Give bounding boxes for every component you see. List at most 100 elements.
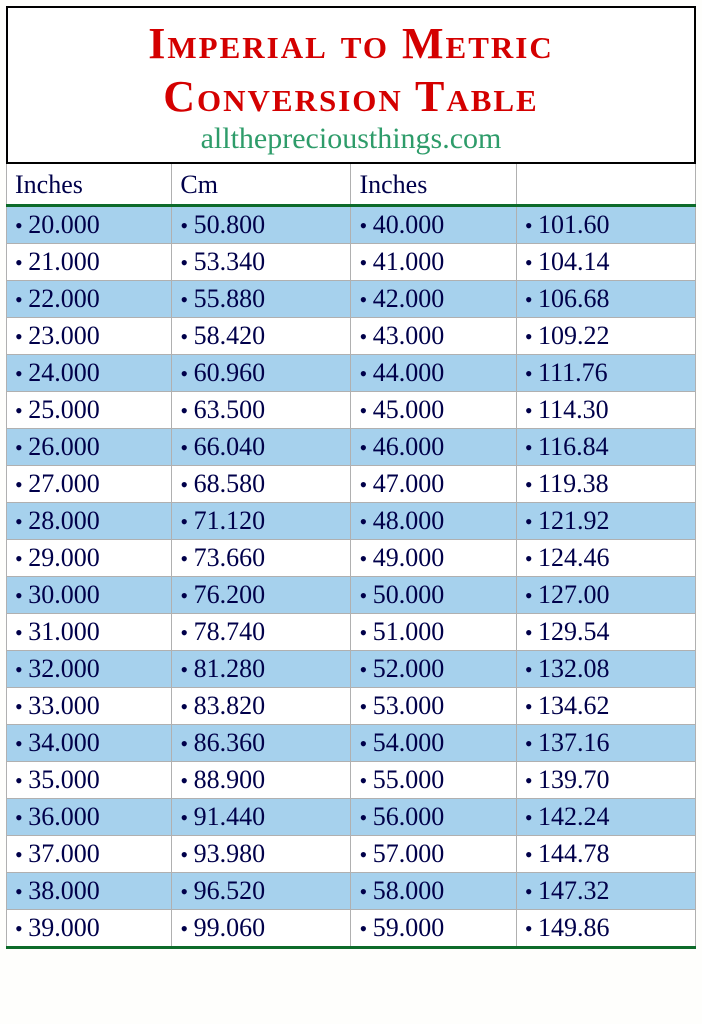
table-cell: 44.000 (351, 354, 516, 391)
table-cell: 20.000 (7, 205, 172, 243)
table-cell: 46.000 (351, 428, 516, 465)
table-cell: 32.000 (7, 650, 172, 687)
table-cell: 33.000 (7, 687, 172, 724)
table-cell: 31.000 (7, 613, 172, 650)
table-row: 31.00078.74051.000129.54 (7, 613, 696, 650)
table-cell: 57.000 (351, 835, 516, 872)
table-row: 33.00083.82053.000134.62 (7, 687, 696, 724)
page-title: Imperial to Metric Conversion Table (28, 18, 674, 124)
conversion-table: Inches Cm Inches 20.00050.80040.000101.6… (6, 164, 696, 949)
table-cell: 21.000 (7, 243, 172, 280)
table-row: 35.00088.90055.000139.70 (7, 761, 696, 798)
table-cell: 111.76 (516, 354, 695, 391)
table-cell: 86.360 (172, 724, 351, 761)
table-cell: 147.32 (516, 872, 695, 909)
table-cell: 22.000 (7, 280, 172, 317)
table-cell: 26.000 (7, 428, 172, 465)
table-cell: 23.000 (7, 317, 172, 354)
table-row: 26.00066.04046.000116.84 (7, 428, 696, 465)
table-cell: 59.000 (351, 909, 516, 947)
table-cell: 24.000 (7, 354, 172, 391)
table-cell: 51.000 (351, 613, 516, 650)
table-row: 21.00053.34041.000104.14 (7, 243, 696, 280)
site-subtitle: allthepreciousthings.com (28, 122, 674, 156)
table-cell: 25.000 (7, 391, 172, 428)
col-header-cm-1: Cm (172, 164, 351, 206)
table-cell: 106.68 (516, 280, 695, 317)
table-cell: 58.420 (172, 317, 351, 354)
header-box: Imperial to Metric Conversion Table allt… (6, 6, 696, 164)
table-cell: 63.500 (172, 391, 351, 428)
table-cell: 58.000 (351, 872, 516, 909)
table-cell: 47.000 (351, 465, 516, 502)
col-header-cm-2 (516, 164, 695, 206)
table-cell: 41.000 (351, 243, 516, 280)
table-row: 25.00063.50045.000114.30 (7, 391, 696, 428)
table-cell: 53.340 (172, 243, 351, 280)
table-cell: 50.000 (351, 576, 516, 613)
table-cell: 83.820 (172, 687, 351, 724)
table-cell: 29.000 (7, 539, 172, 576)
table-cell: 54.000 (351, 724, 516, 761)
table-cell: 38.000 (7, 872, 172, 909)
table-cell: 55.880 (172, 280, 351, 317)
table-cell: 132.08 (516, 650, 695, 687)
table-cell: 127.00 (516, 576, 695, 613)
table-header-row: Inches Cm Inches (7, 164, 696, 206)
table-cell: 144.78 (516, 835, 695, 872)
table-row: 22.00055.88042.000106.68 (7, 280, 696, 317)
table-cell: 66.040 (172, 428, 351, 465)
table-cell: 116.84 (516, 428, 695, 465)
table-cell: 30.000 (7, 576, 172, 613)
table-row: 39.00099.06059.000149.86 (7, 909, 696, 947)
table-cell: 36.000 (7, 798, 172, 835)
table-cell: 114.30 (516, 391, 695, 428)
table-row: 20.00050.80040.000101.60 (7, 205, 696, 243)
table-row: 38.00096.52058.000147.32 (7, 872, 696, 909)
table-cell: 27.000 (7, 465, 172, 502)
table-cell: 149.86 (516, 909, 695, 947)
table-cell: 96.520 (172, 872, 351, 909)
table-cell: 88.900 (172, 761, 351, 798)
table-cell: 68.580 (172, 465, 351, 502)
table-cell: 39.000 (7, 909, 172, 947)
table-cell: 119.38 (516, 465, 695, 502)
table-cell: 78.740 (172, 613, 351, 650)
table-cell: 139.70 (516, 761, 695, 798)
table-cell: 34.000 (7, 724, 172, 761)
table-cell: 101.60 (516, 205, 695, 243)
table-row: 27.00068.58047.000119.38 (7, 465, 696, 502)
table-cell: 121.92 (516, 502, 695, 539)
table-cell: 37.000 (7, 835, 172, 872)
table-cell: 91.440 (172, 798, 351, 835)
table-cell: 28.000 (7, 502, 172, 539)
col-header-inches-2: Inches (351, 164, 516, 206)
table-row: 32.00081.28052.000132.08 (7, 650, 696, 687)
title-line-1: Imperial to Metric (148, 19, 553, 68)
table-cell: 55.000 (351, 761, 516, 798)
table-cell: 50.800 (172, 205, 351, 243)
table-row: 23.00058.42043.000109.22 (7, 317, 696, 354)
table-cell: 60.960 (172, 354, 351, 391)
table-cell: 43.000 (351, 317, 516, 354)
table-row: 36.00091.44056.000142.24 (7, 798, 696, 835)
table-cell: 49.000 (351, 539, 516, 576)
table-cell: 35.000 (7, 761, 172, 798)
table-cell: 93.980 (172, 835, 351, 872)
table-row: 29.00073.66049.000124.46 (7, 539, 696, 576)
table-cell: 142.24 (516, 798, 695, 835)
table-row: 24.00060.96044.000111.76 (7, 354, 696, 391)
table-row: 30.00076.20050.000127.00 (7, 576, 696, 613)
table-cell: 129.54 (516, 613, 695, 650)
table-row: 37.00093.98057.000144.78 (7, 835, 696, 872)
table-cell: 53.000 (351, 687, 516, 724)
table-cell: 52.000 (351, 650, 516, 687)
table-cell: 104.14 (516, 243, 695, 280)
table-cell: 124.46 (516, 539, 695, 576)
table-cell: 56.000 (351, 798, 516, 835)
table-cell: 48.000 (351, 502, 516, 539)
table-cell: 81.280 (172, 650, 351, 687)
table-cell: 99.060 (172, 909, 351, 947)
table-cell: 71.120 (172, 502, 351, 539)
table-row: 34.00086.36054.000137.16 (7, 724, 696, 761)
